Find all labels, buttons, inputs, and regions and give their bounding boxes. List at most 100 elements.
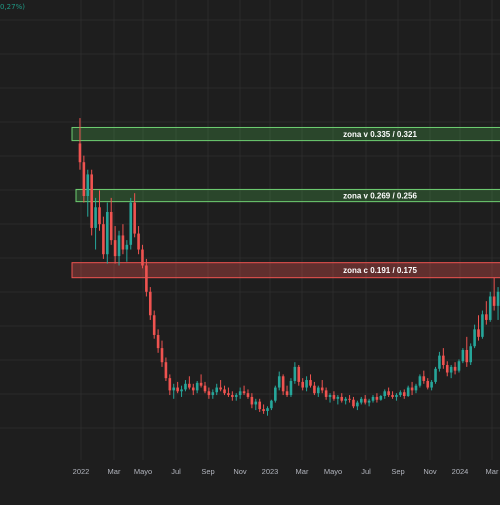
candle-body xyxy=(176,387,179,392)
candle xyxy=(461,348,465,364)
candle xyxy=(371,395,375,403)
candle xyxy=(258,398,261,412)
candle-body xyxy=(254,401,258,405)
candle xyxy=(352,396,355,409)
candle xyxy=(320,380,324,394)
zone-rect xyxy=(71,126,500,142)
candle-body xyxy=(102,224,105,255)
candle-body xyxy=(399,392,402,396)
candle xyxy=(485,301,488,325)
candle-body xyxy=(285,391,289,396)
candle xyxy=(410,381,414,396)
candle xyxy=(473,324,476,349)
candle-body xyxy=(328,395,332,397)
x-tick-label: Sep xyxy=(201,467,214,476)
candle-body xyxy=(199,382,203,386)
candle-body xyxy=(168,378,172,391)
candle xyxy=(168,374,172,396)
candle-body xyxy=(442,355,445,366)
candle xyxy=(395,393,398,401)
candle xyxy=(430,380,433,391)
candle-body xyxy=(488,296,492,320)
candle-body xyxy=(219,387,222,390)
candle-body xyxy=(258,401,261,410)
x-tick-label: Nov xyxy=(233,467,247,476)
candle-body xyxy=(133,202,136,234)
candle-body xyxy=(297,366,301,382)
candle-body xyxy=(492,296,496,306)
candle xyxy=(86,169,90,217)
x-tick-label: 2022 xyxy=(73,467,90,476)
candle-body xyxy=(160,348,164,363)
zone-rect xyxy=(75,188,500,203)
candle-body xyxy=(137,233,140,250)
candle xyxy=(367,398,371,407)
candle-body xyxy=(324,390,328,397)
candle-body xyxy=(426,380,430,388)
candle-body xyxy=(184,383,187,390)
candle-body xyxy=(148,291,152,316)
candle xyxy=(496,287,500,320)
candle-body xyxy=(422,376,426,381)
candle xyxy=(164,357,168,381)
candle-body xyxy=(270,400,273,409)
candle xyxy=(78,118,82,170)
candle-body xyxy=(274,387,277,401)
candle xyxy=(156,329,160,353)
candle xyxy=(109,197,113,245)
candle-body xyxy=(332,395,336,399)
candle-body xyxy=(195,382,199,391)
candle xyxy=(121,224,125,255)
candle xyxy=(492,277,496,311)
candle xyxy=(176,381,179,394)
candle-body xyxy=(242,391,246,394)
candle xyxy=(137,226,140,255)
candle xyxy=(453,362,457,375)
candle xyxy=(199,374,203,388)
candle-body xyxy=(457,361,461,371)
candle-body xyxy=(156,334,160,349)
candle-body xyxy=(473,329,476,347)
candle xyxy=(336,395,340,405)
zone-label: zona v 0.335 / 0.321 xyxy=(343,130,417,139)
candle-body xyxy=(414,385,418,391)
x-tick-label: Nov xyxy=(423,467,437,476)
candle xyxy=(356,400,359,411)
candle xyxy=(422,370,426,384)
candle xyxy=(379,395,383,401)
candle-body xyxy=(215,387,219,393)
candle-body xyxy=(438,355,441,369)
candle xyxy=(82,155,86,203)
candle-body xyxy=(379,395,383,400)
candle xyxy=(270,399,273,411)
candle-body xyxy=(94,207,97,228)
candle-body xyxy=(481,314,484,337)
candle xyxy=(317,385,320,397)
candle xyxy=(234,393,238,401)
candle xyxy=(98,190,101,231)
x-tick-label: 2023 xyxy=(262,467,279,476)
candle xyxy=(277,371,281,391)
candle-body xyxy=(78,143,82,163)
candle xyxy=(469,343,472,366)
zone-rect xyxy=(71,262,500,279)
candle-body xyxy=(485,314,488,320)
candle-body xyxy=(434,368,437,382)
candle-body xyxy=(356,402,359,407)
candle xyxy=(238,387,242,399)
candle-body xyxy=(418,376,422,386)
candle-body xyxy=(348,398,351,400)
candle-body xyxy=(449,366,453,373)
candle-body xyxy=(496,291,500,306)
candle xyxy=(133,193,136,238)
zones: zona v 0.335 / 0.321 zona v 0.269 / 0.256… xyxy=(71,126,500,279)
candle-body xyxy=(262,409,265,412)
candle xyxy=(223,385,226,396)
candle xyxy=(344,396,347,405)
candle xyxy=(129,197,133,250)
candle-body xyxy=(234,395,238,397)
candle-body xyxy=(90,174,93,228)
candle xyxy=(145,258,148,297)
